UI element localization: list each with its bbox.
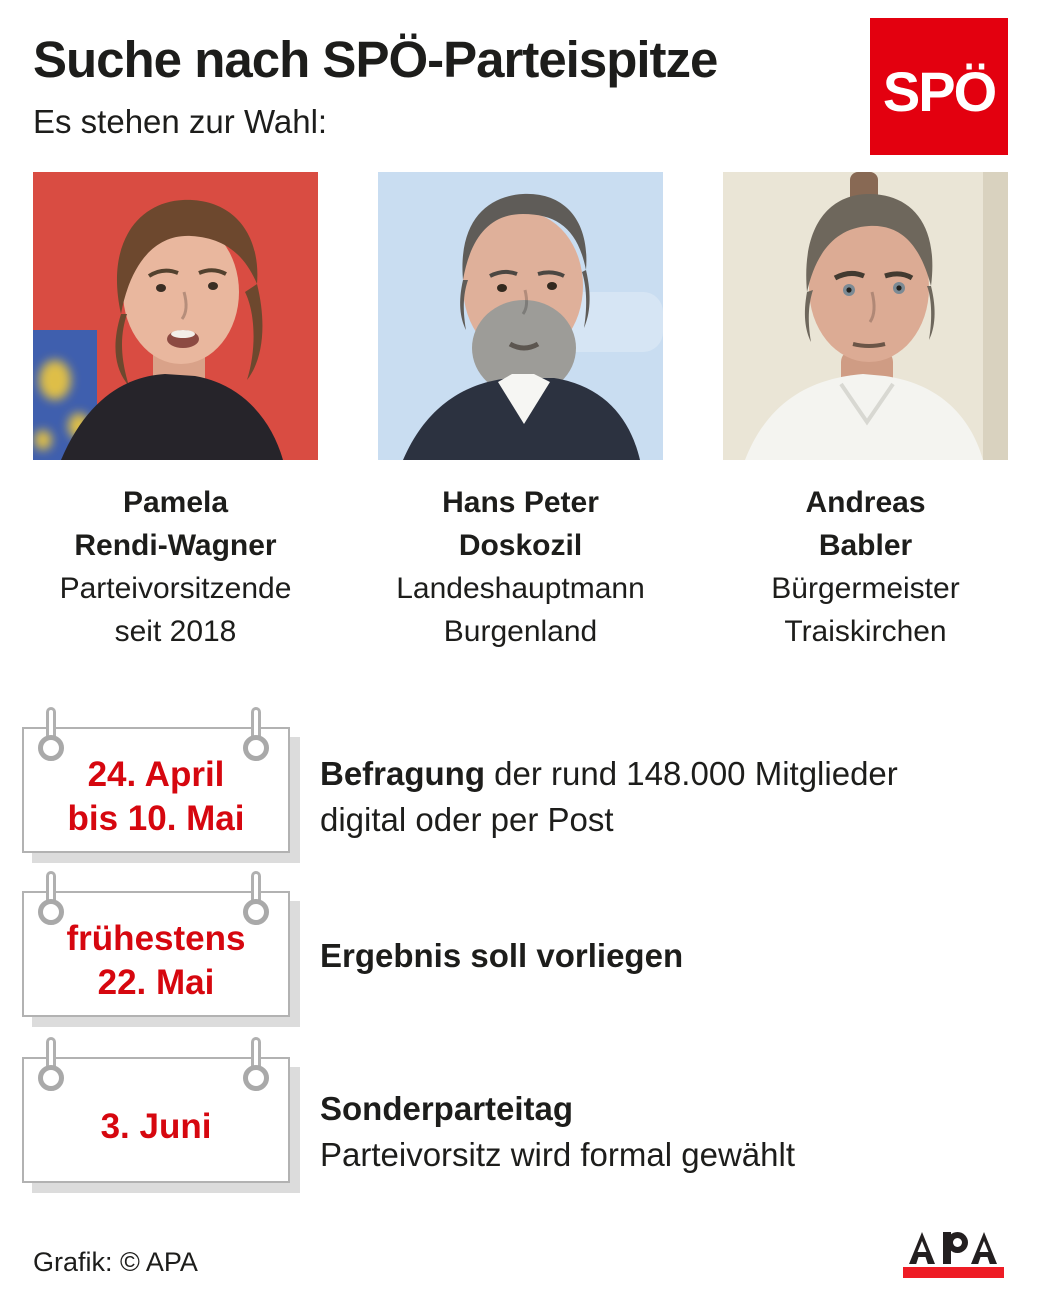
- timeline-text-bold: Sonderparteitag: [320, 1090, 574, 1127]
- apa-logo: [903, 1231, 1004, 1278]
- candidate-role-line: Traiskirchen: [784, 615, 947, 648]
- caption-rendi-wagner: Pamela Rendi-Wagner Parteivorsitzende se…: [33, 481, 318, 653]
- person-figure: [745, 194, 983, 460]
- photo-rendi-wagner: [33, 172, 318, 460]
- graphic-credit: Grafik: © APA: [33, 1247, 198, 1277]
- timeline-text-befragung: Befragung der rund 148.000 Mitglieder di…: [320, 751, 1025, 843]
- timeline-text-line2: Parteivorsitz wird formal gewählt: [320, 1136, 795, 1173]
- caption-babler: Andreas Babler Bürgermeister Traiskirche…: [723, 481, 1008, 653]
- timeline-text-rest: der rund 148.000 Mitglieder: [485, 755, 898, 792]
- candidate-name-line: Pamela: [122, 486, 229, 519]
- candidate-name-line: Rendi-Wagner: [74, 529, 277, 562]
- calendar-ring-icon: [243, 707, 269, 771]
- timeline-text-line2: digital oder per Post: [320, 801, 614, 838]
- photo-babler: [723, 172, 1008, 460]
- calendar-ring-icon: [243, 1037, 269, 1101]
- calendar-card-befragung: 24. April bis 10. Mai: [22, 707, 290, 853]
- calendar-ring-icon: [38, 1037, 64, 1101]
- photo-doskozil: [378, 172, 663, 460]
- calendar-date-line: frühestens: [66, 919, 246, 958]
- portrait-rendi-wagner-illustration: [33, 172, 318, 460]
- candidate-role-line: Burgenland: [443, 615, 598, 648]
- candidate-role-line: seit 2018: [114, 615, 237, 648]
- calendar-card-sonderparteitag: 3. Juni: [22, 1037, 290, 1183]
- calendar-ring-icon: [38, 871, 64, 935]
- calendar-ring-icon: [243, 871, 269, 935]
- page-title: Suche nach SPÖ-Parteispitze: [33, 31, 718, 88]
- calendar-ring-icon: [38, 707, 64, 771]
- portrait-babler-illustration: [723, 172, 1008, 460]
- timeline-text-ergebnis: Ergebnis soll vorliegen: [320, 933, 1025, 979]
- candidate-name-line: Doskozil: [458, 529, 583, 562]
- calendar-date-line: bis 10. Mai: [67, 799, 245, 838]
- caption-doskozil: Hans Peter Doskozil Landeshauptmann Burg…: [378, 481, 663, 653]
- apa-logo-graphic: [903, 1232, 1004, 1278]
- candidate-name-line: Hans Peter: [442, 486, 599, 519]
- candidate-name-line: Babler: [818, 529, 913, 562]
- spo-party-logo: SPÖ: [870, 18, 1008, 155]
- candidate-role-line: Bürgermeister: [771, 572, 960, 605]
- calendar-date-line: 3. Juni: [100, 1107, 212, 1146]
- spo-logo-text: SPÖ: [882, 60, 997, 123]
- timeline-text-bold: Befragung: [320, 755, 485, 792]
- candidate-role-line: Parteivorsitzende: [59, 572, 292, 605]
- portrait-doskozil-illustration: [378, 172, 663, 460]
- calendar-date-line: 24. April: [87, 755, 225, 794]
- person-figure: [403, 193, 640, 460]
- calendar-date-line: 22. Mai: [97, 963, 215, 1002]
- candidate-role-line: Landeshauptmann: [396, 572, 645, 605]
- candidate-name-line: Andreas: [805, 486, 926, 519]
- page-subtitle: Es stehen zur Wahl:: [33, 103, 328, 140]
- timeline-text-sonderparteitag: Sonderparteitag Parteivorsitz wird forma…: [320, 1086, 1025, 1178]
- timeline-text-bold: Ergebnis soll vorliegen: [320, 937, 684, 974]
- person-figure: [61, 199, 283, 460]
- calendar-card-ergebnis: frühestens 22. Mai: [22, 871, 290, 1017]
